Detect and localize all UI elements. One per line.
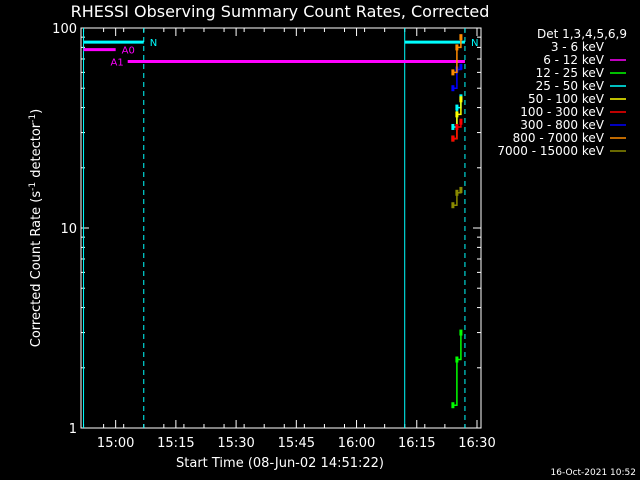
data-point: [451, 123, 455, 130]
data-point: [459, 96, 463, 103]
legend-label: 800 - 7000 keV: [513, 131, 605, 145]
plot-area: 15:00 15:15 15:30 15:45 16:00 16:15 16:30 1 10 10…: [52, 22, 496, 451]
legend-label: 3 - 6 keV: [551, 40, 605, 54]
x-axis-label: Start Time (08-Jun-02 14:51:22): [176, 456, 384, 471]
generation-timestamp: 16-Oct-2021 10:52: [551, 468, 636, 478]
flag-label: A0: [122, 46, 135, 57]
data-point: [455, 44, 459, 51]
x-tick-label: 15:45: [278, 436, 315, 451]
legend-label: 50 - 100 keV: [528, 92, 605, 106]
y-tick-label: 100: [52, 22, 77, 37]
chart-title: RHESSI Observing Summary Count Rates, Co…: [71, 2, 490, 21]
flag-label: N: [471, 38, 478, 49]
y-tick-label: 1: [69, 422, 77, 437]
legend-label: 300 - 800 keV: [520, 118, 604, 132]
data-point: [455, 111, 459, 118]
data-point: [459, 186, 463, 193]
data-point: [455, 189, 459, 196]
data-point: [459, 329, 463, 336]
data-point: [451, 402, 455, 409]
legend-label: 25 - 50 keV: [536, 79, 605, 93]
data-point: [455, 104, 459, 111]
legend-label: 7000 - 15000 keV: [497, 144, 604, 158]
x-tick-label: 16:15: [398, 436, 435, 451]
data-point: [451, 135, 455, 142]
flag-label: N: [150, 38, 157, 49]
x-tick-label: 15:00: [97, 436, 134, 451]
x-tick-label: 16:00: [338, 436, 375, 451]
legend-label: 100 - 300 keV: [520, 105, 604, 119]
data-point: [451, 202, 455, 209]
legend-label: 6 - 12 keV: [543, 53, 605, 67]
data-point: [451, 69, 455, 76]
x-tick-label: 15:30: [217, 436, 254, 451]
legend-label: 12 - 25 keV: [536, 66, 605, 80]
x-tick-label: 15:15: [157, 436, 194, 451]
x-tick-label: 16:30: [458, 436, 495, 451]
y-axis-label: Corrected Count Rate (s-1 detector-1): [28, 109, 44, 347]
legend-header: Det 1,3,4,5,6,9: [537, 27, 627, 41]
data-point: [455, 356, 459, 363]
flag-label: A1: [111, 57, 124, 68]
data-point: [459, 63, 463, 70]
data-point: [451, 85, 455, 92]
y-tick-label: 10: [60, 222, 77, 237]
data-point: [459, 34, 463, 41]
data-point: [455, 123, 459, 130]
data-point: [459, 118, 463, 125]
